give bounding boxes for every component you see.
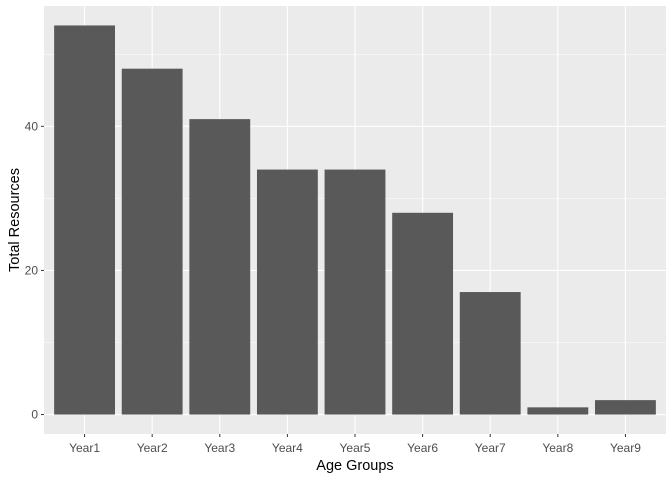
y-axis-title: Total Resources — [7, 168, 23, 272]
bar-year5 — [324, 169, 386, 415]
bar-year3 — [189, 119, 251, 415]
bar-year8 — [527, 407, 589, 415]
bar-year6 — [392, 212, 454, 415]
bar-year1 — [54, 25, 115, 415]
bar-year2 — [121, 68, 183, 415]
x-axis-title: Age Groups — [316, 458, 393, 474]
bars — [54, 25, 656, 415]
x-tick-label: Year8 — [542, 441, 573, 455]
x-tick-label: Year5 — [340, 441, 371, 455]
y-tick-label: 0 — [31, 408, 38, 422]
x-tick-label: Year2 — [137, 441, 168, 455]
bar-year7 — [459, 292, 521, 415]
x-tick-label: Year1 — [69, 441, 100, 455]
x-tick-label: Year6 — [407, 441, 438, 455]
x-axis-ticks: Year1 Year2 Year3 Year4 Year5 Year6 Year7 Year8… — [69, 434, 641, 455]
bar-year9 — [595, 400, 656, 415]
bar-year4 — [256, 169, 318, 415]
y-tick-label: 20 — [25, 263, 39, 277]
x-tick-label: Year4 — [272, 441, 303, 455]
y-tick-label: 40 — [25, 119, 39, 133]
x-tick-label: Year7 — [475, 441, 506, 455]
x-tick-label: Year3 — [204, 441, 235, 455]
y-axis-ticks: 0 20 40 — [25, 119, 44, 422]
x-tick-label: Year9 — [610, 441, 641, 455]
